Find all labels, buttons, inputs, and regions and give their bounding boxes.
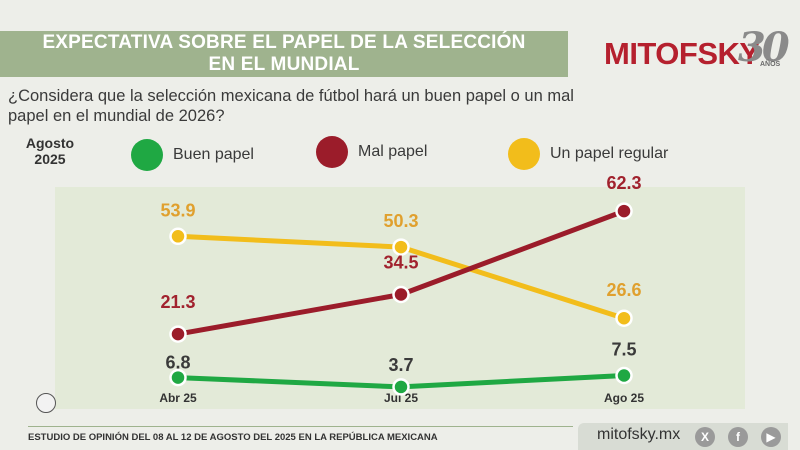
legend-swatch-green <box>131 139 163 171</box>
legend-label-mal-papel: Mal papel <box>358 143 428 160</box>
data-label: 34.5 <box>383 253 418 273</box>
period-year: 2025 <box>34 151 66 167</box>
mitofsky-logo: MITOFSKY 30 AÑOS <box>604 14 790 76</box>
title-banner <box>0 31 568 77</box>
x-tick-label: Abr 25 <box>159 391 197 405</box>
data-label: 62.3 <box>606 173 641 193</box>
legend-item-papel-regular: Un papel regular <box>508 138 668 170</box>
footer-divider <box>28 426 573 427</box>
social-bar <box>578 423 788 450</box>
period-label: Agosto 2025 <box>10 135 90 167</box>
period-month: Agosto <box>25 135 75 151</box>
data-point <box>615 202 633 220</box>
legend-item-buen-papel: Buen papel <box>131 139 254 171</box>
chart-title: EXPECTATIVA SOBRE EL PAPEL DE LA SELECCI… <box>0 32 568 76</box>
title-line-1: EXPECTATIVA SOBRE EL PAPEL DE LA SELECCI… <box>42 32 526 53</box>
data-point <box>392 378 410 396</box>
legend-item-mal-papel: Mal papel <box>316 136 427 168</box>
data-point <box>615 309 633 327</box>
logo-anos: AÑOS <box>760 61 781 68</box>
data-label: 50.3 <box>383 211 418 231</box>
legend-label-buen-papel: Buen papel <box>173 146 254 163</box>
data-label: 21.3 <box>160 292 195 312</box>
soccer-ball-icon <box>36 393 56 413</box>
legend-label-papel-regular: Un papel regular <box>550 145 669 162</box>
footer-note: ESTUDIO DE OPINIÓN DEL 08 AL 12 DE AGOST… <box>28 432 438 443</box>
data-label: 6.8 <box>165 353 190 373</box>
website-link[interactable]: mitofsky.mx <box>597 426 681 443</box>
data-point <box>615 366 633 385</box>
survey-question: ¿Considera que la selección mexicana de … <box>8 87 574 125</box>
title-line-2: EN EL MUNDIAL <box>208 54 360 75</box>
data-point <box>169 368 187 387</box>
legend-swatch-yellow <box>508 138 540 170</box>
data-point <box>392 238 410 256</box>
data-label: 53.9 <box>160 200 195 220</box>
facebook-icon[interactable]: f <box>728 427 748 447</box>
x-tick-label: Ago 25 <box>604 391 644 405</box>
data-point <box>169 325 187 343</box>
data-point <box>392 285 410 304</box>
logo-brand: MITOFSKY <box>604 36 760 71</box>
data-label: 26.6 <box>606 280 641 300</box>
data-label: 3.7 <box>388 355 413 375</box>
data-point <box>169 227 187 246</box>
legend-swatch-red <box>316 136 348 168</box>
x-tick-label: Jul 25 <box>384 391 418 405</box>
logo-number: 30 <box>738 24 790 71</box>
youtube-icon[interactable]: ▶ <box>761 427 781 447</box>
data-label: 7.5 <box>611 340 636 360</box>
x-icon[interactable]: X <box>695 427 715 447</box>
